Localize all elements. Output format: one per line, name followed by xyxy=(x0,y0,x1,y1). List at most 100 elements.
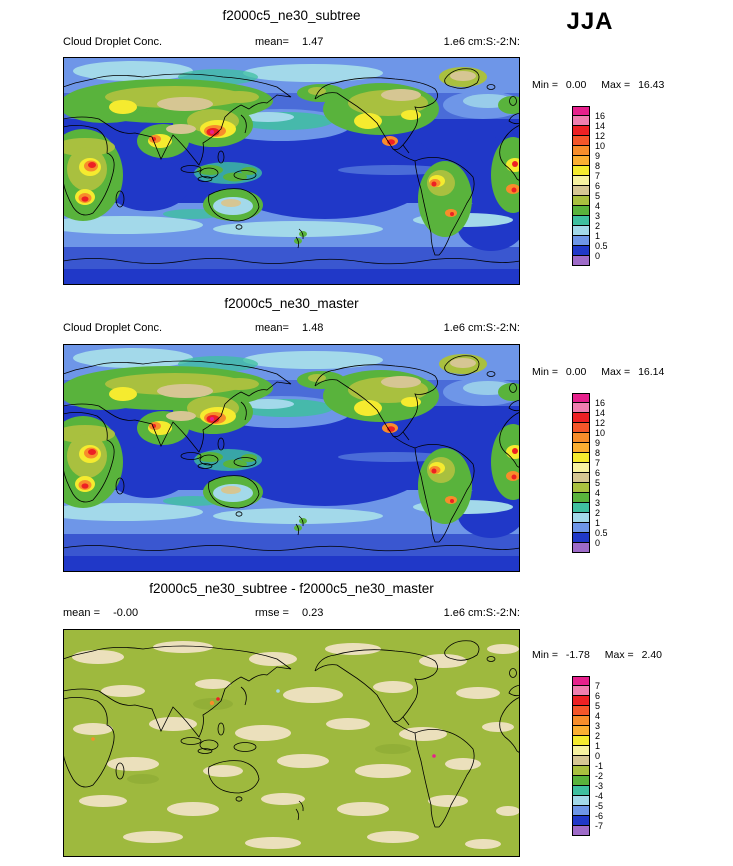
colorbar-tick-label: 8 xyxy=(595,448,601,458)
panel1-mean-value: 1.47 xyxy=(302,36,324,48)
colorbar-segment xyxy=(572,736,590,746)
panel2-colorbar: 16 14 12 10 9 8 7 6 5 4 3 2 1 0.5 0 xyxy=(572,393,608,553)
colorbar-tick-label: 1 xyxy=(595,741,601,751)
colorbar-tick-label: 14 xyxy=(595,408,606,418)
max-label: Max = xyxy=(601,366,631,378)
colorbar-segment xyxy=(572,706,590,716)
panel1-title: f2000c5_ne30_subtree xyxy=(222,8,361,23)
panel3-mean-label: mean = xyxy=(63,607,100,619)
panel2-mean-label: mean= xyxy=(255,322,289,334)
panel2-units-label: 1.e6 cm:S:-2:N: xyxy=(443,322,520,334)
colorbar-segment xyxy=(572,543,590,553)
colorbar-tick-label: -1 xyxy=(595,761,604,771)
colorbar-segment xyxy=(572,226,590,236)
colorbar-segment xyxy=(572,443,590,453)
panel3-minmax: Min = -1.78 Max = 2.40 xyxy=(532,649,662,661)
colorbar-tick-label: -7 xyxy=(595,821,604,831)
colorbar-segment xyxy=(572,786,590,796)
panel2-title: f2000c5_ne30_master xyxy=(224,296,359,311)
panel1-colorbar: 16 14 12 10 9 8 7 6 5 4 3 2 1 0.5 0 xyxy=(572,106,608,266)
colorbar-tick-label: 6 xyxy=(595,468,601,478)
colorbar-tick-label: 5 xyxy=(595,478,601,488)
colorbar-tick-label: 12 xyxy=(595,131,606,141)
colorbar-segment xyxy=(572,236,590,246)
colorbar-segment xyxy=(572,166,590,176)
colorbar-tick-label: -5 xyxy=(595,801,604,811)
panel3-mean-value: -0.00 xyxy=(113,607,139,619)
colorbar-tick-label: 0 xyxy=(595,751,601,761)
map-difference xyxy=(63,629,520,857)
colorbar-tick-label: 14 xyxy=(595,121,606,131)
map-subtree xyxy=(63,57,520,285)
colorbar-segment xyxy=(572,176,590,186)
season-label: JJA xyxy=(566,8,614,35)
panel1-minmax: Min = 0.00 Max = 16.43 xyxy=(532,79,664,91)
colorbar-tick-label: 5 xyxy=(595,701,601,711)
colorbar-segment xyxy=(572,146,590,156)
min-label: Min = xyxy=(532,366,558,378)
colorbar-tick-label: -3 xyxy=(595,781,604,791)
colorbar-segment xyxy=(572,746,590,756)
colorbar-tick-label: 10 xyxy=(595,141,606,151)
colorbar-tick-label: 4 xyxy=(595,201,601,211)
panel1-mean-label: mean= xyxy=(255,36,289,48)
colorbar-segment xyxy=(572,246,590,256)
colorbar-segment xyxy=(572,136,590,146)
colorbar-tick-label: 6 xyxy=(595,181,601,191)
colorbar-tick-label: 2 xyxy=(595,508,601,518)
colorbar-tick-label: 7 xyxy=(595,681,601,691)
colorbar-segment xyxy=(572,816,590,826)
colorbar-segment xyxy=(572,493,590,503)
colorbar-segment xyxy=(572,776,590,786)
colorbar-tick-label: 16 xyxy=(595,398,606,408)
colorbar-segment xyxy=(572,126,590,136)
panel2-minmax: Min = 0.00 Max = 16.14 xyxy=(532,366,664,378)
colorbar-tick-label: -4 xyxy=(595,791,604,801)
colorbar-tick-label: 6 xyxy=(595,691,601,701)
colorbar-tick-label: -2 xyxy=(595,771,604,781)
panel1-variable-label: Cloud Droplet Conc. xyxy=(63,36,163,48)
panel2-variable-label: Cloud Droplet Conc. xyxy=(63,322,163,334)
colorbar-segment xyxy=(572,756,590,766)
min-value: 0.00 xyxy=(565,366,587,378)
panel1-units-label: 1.e6 cm:S:-2:N: xyxy=(443,36,520,48)
panel3-rmse-value: 0.23 xyxy=(302,607,324,619)
colorbar-tick-label: 4 xyxy=(595,488,601,498)
colorbar-tick-label: 3 xyxy=(595,721,601,731)
colorbar-segment xyxy=(572,766,590,776)
colorbar-tick-label: 9 xyxy=(595,438,601,448)
colorbar-tick-label: 12 xyxy=(595,418,606,428)
colorbar-segment xyxy=(572,796,590,806)
panel3-colorbar: 7 6 5 4 3 2 1 0 -1 -2 -3 -4 -5 -6 -7 xyxy=(572,676,603,836)
max-value: 16.14 xyxy=(638,366,665,378)
colorbar-tick-label: 0.5 xyxy=(595,528,608,538)
colorbar-segment xyxy=(572,463,590,473)
colorbar-segment xyxy=(572,806,590,816)
min-label: Min = xyxy=(532,649,558,661)
max-value: 2.40 xyxy=(641,649,662,661)
colorbar-tick-label: 2 xyxy=(595,731,601,741)
colorbar-tick-label: 10 xyxy=(595,428,606,438)
min-label: Min = xyxy=(532,79,558,91)
max-label: Max = xyxy=(601,79,631,91)
colorbar-segment xyxy=(572,156,590,166)
min-value: -1.78 xyxy=(565,649,590,661)
colorbar-tick-label: 2 xyxy=(595,221,601,231)
colorbar-segment xyxy=(572,393,590,403)
colorbar-segment xyxy=(572,206,590,216)
colorbar-segment xyxy=(572,513,590,523)
colorbar-segment xyxy=(572,196,590,206)
colorbar-segment xyxy=(572,726,590,736)
colorbar-segment xyxy=(572,106,590,116)
colorbar-segment xyxy=(572,423,590,433)
colorbar-tick-label: -6 xyxy=(595,811,604,821)
colorbar-tick-label: 0 xyxy=(595,538,601,548)
colorbar-tick-label: 16 xyxy=(595,111,606,121)
colorbar-segment xyxy=(572,216,590,226)
max-value: 16.43 xyxy=(638,79,665,91)
panel3-stats-row: mean = -0.00 rmse = 0.23 1.e6 cm:S:-2:N: xyxy=(63,607,520,621)
colorbar-segment xyxy=(572,403,590,413)
colorbar-tick-label: 1 xyxy=(595,231,601,241)
colorbar-tick-label: 3 xyxy=(595,211,601,221)
colorbar-segment xyxy=(572,116,590,126)
